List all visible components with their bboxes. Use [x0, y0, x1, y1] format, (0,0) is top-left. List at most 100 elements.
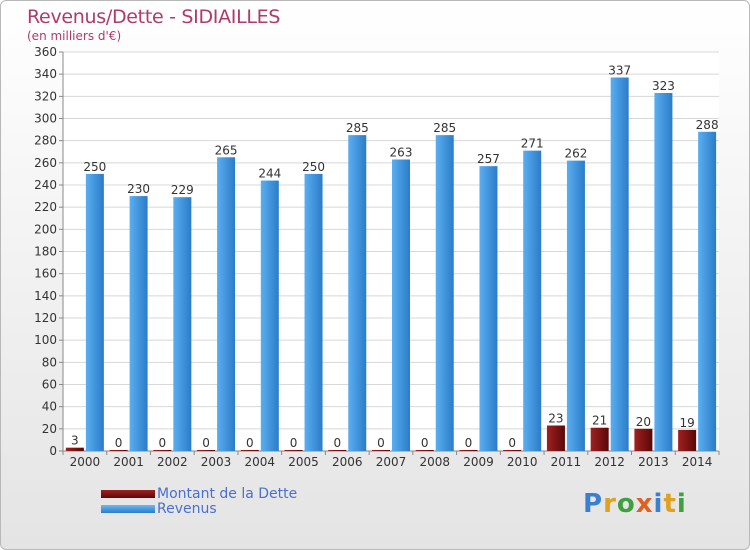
bar-dette	[109, 450, 128, 451]
bar-dette	[197, 450, 216, 451]
data-label-revenus: 337	[608, 63, 631, 77]
data-label-dette: 0	[115, 436, 123, 450]
legend-swatch-revenus	[101, 505, 155, 513]
data-label-revenus: 257	[477, 152, 500, 166]
data-label-revenus: 285	[346, 121, 369, 135]
data-label-dette: 19	[679, 416, 694, 430]
legend-label-revenus: Revenus	[157, 501, 217, 517]
y-tick-label: 100	[34, 333, 57, 347]
y-tick-label: 40	[42, 400, 57, 414]
chart-title: Revenus/Dette - SIDIAILLES	[27, 6, 281, 28]
y-tick-label: 260	[34, 156, 57, 170]
x-tick-label: 2014	[682, 455, 713, 469]
x-tick-label: 2004	[245, 455, 276, 469]
data-label-revenus: 271	[521, 137, 544, 151]
bar-dette	[240, 450, 259, 451]
data-label-dette: 0	[508, 436, 516, 450]
data-label-revenus: 288	[696, 118, 719, 132]
data-label-dette: 0	[421, 436, 429, 450]
x-tick-label: 2006	[332, 455, 363, 469]
bar-dette	[678, 429, 697, 451]
bar-revenus	[523, 150, 542, 451]
data-label-revenus: 263	[390, 146, 413, 160]
x-tick-label: 2005	[288, 455, 319, 469]
y-tick-label: 120	[34, 311, 57, 325]
y-tick-label: 240	[34, 178, 57, 192]
x-tick-label: 2002	[157, 455, 188, 469]
data-label-dette: 0	[290, 436, 298, 450]
x-tick-label: 2001	[113, 455, 144, 469]
data-label-revenus: 323	[652, 79, 675, 93]
legend-item-dette: Montant de la Dette	[101, 486, 401, 503]
bar-revenus	[610, 77, 629, 451]
bar-dette	[372, 450, 390, 451]
bar-dette	[65, 447, 84, 451]
x-tick-label: 2000	[70, 455, 101, 469]
data-label-revenus: 262	[564, 147, 587, 161]
x-tick-label: 2007	[376, 455, 407, 469]
data-label-dette: 0	[377, 436, 385, 450]
y-tick-label: 20	[42, 422, 57, 436]
bar-dette	[546, 425, 565, 451]
y-tick-label: 280	[34, 134, 57, 148]
x-tick-label: 2008	[419, 455, 450, 469]
bar-revenus	[173, 197, 192, 451]
data-label-dette: 0	[465, 436, 473, 450]
x-tick-label: 2010	[507, 455, 538, 469]
bar-revenus	[304, 173, 323, 451]
bar-dette	[503, 450, 522, 451]
bar-revenus	[566, 160, 585, 451]
y-tick-label: 0	[49, 444, 57, 458]
data-label-revenus: 250	[302, 160, 325, 174]
data-label-dette: 0	[202, 436, 210, 450]
bar-revenus	[85, 173, 104, 451]
y-tick-label: 80	[42, 355, 57, 369]
x-tick-label: 2003	[201, 455, 232, 469]
bar-revenus	[435, 135, 454, 451]
y-tick-label: 200	[34, 222, 57, 236]
chart-subtitle: (en milliers d'€)	[27, 29, 122, 43]
data-label-revenus: 265	[215, 143, 238, 157]
data-label-revenus: 285	[433, 121, 456, 135]
y-tick-label: 360	[34, 45, 57, 59]
data-label-revenus: 250	[83, 160, 106, 174]
bar-revenus	[260, 180, 279, 452]
legend-label-dette: Montant de la Dette	[157, 486, 298, 502]
proxiti-logo: Proxiti	[583, 489, 687, 519]
y-tick-label: 160	[34, 267, 57, 281]
x-tick-label: 2012	[594, 455, 625, 469]
bar-dette	[590, 427, 609, 451]
data-label-revenus: 244	[258, 167, 281, 181]
data-label-dette: 23	[548, 412, 563, 426]
x-tick-label: 2011	[551, 455, 582, 469]
data-label-dette: 21	[592, 414, 607, 428]
bar-dette	[634, 428, 653, 451]
y-tick-label: 300	[34, 112, 57, 126]
bar-dette	[284, 450, 303, 451]
y-tick-label: 220	[34, 200, 57, 214]
bar-revenus	[654, 93, 673, 451]
bar-dette	[153, 450, 172, 451]
bar-revenus	[698, 131, 717, 452]
y-tick-label: 320	[34, 89, 57, 103]
bar-revenus	[129, 196, 148, 451]
legend-item-revenus: Revenus	[101, 501, 401, 518]
x-tick-label: 2009	[463, 455, 494, 469]
y-tick-label: 180	[34, 245, 57, 259]
bar-revenus	[217, 157, 236, 451]
bar-dette	[415, 450, 434, 451]
data-label-revenus: 229	[171, 183, 194, 197]
bar-dette	[328, 450, 347, 451]
data-label-dette: 0	[159, 436, 167, 450]
data-label-dette: 3	[71, 434, 79, 448]
data-label-dette: 20	[636, 415, 651, 429]
y-tick-label: 340	[34, 67, 57, 81]
legend-swatch-dette	[101, 490, 155, 498]
y-tick-label: 60	[42, 378, 57, 392]
data-label-revenus: 230	[127, 182, 150, 196]
x-tick-label: 2013	[638, 455, 669, 469]
y-tick-label: 140	[34, 289, 57, 303]
bar-dette	[459, 450, 478, 451]
